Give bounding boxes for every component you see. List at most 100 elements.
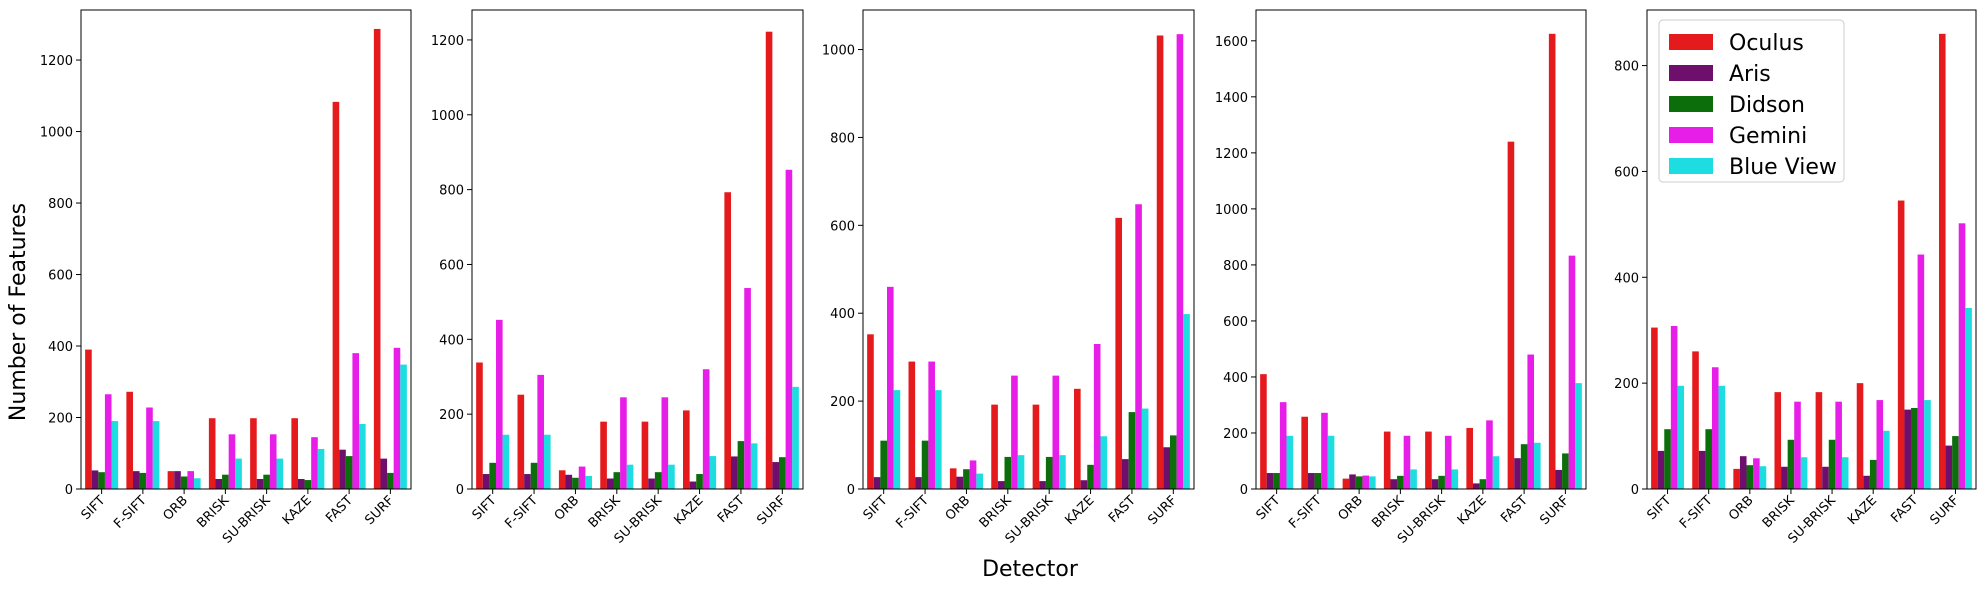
- x-tick-label: ORB: [552, 493, 583, 524]
- bar-oculus-f-sift: [908, 361, 916, 489]
- bar-blue-view-su-brisk: [1059, 455, 1066, 489]
- bar-oculus-fast: [1115, 217, 1123, 490]
- bar-aris-orb: [1349, 474, 1356, 489]
- bar-oculus-f-sift: [1692, 351, 1699, 489]
- bar-didson-kaze: [1479, 479, 1487, 489]
- bar-didson-f-sift: [1314, 473, 1322, 489]
- x-tick-label: BRISK: [977, 493, 1015, 531]
- bar-oculus-su-brisk: [1815, 392, 1823, 489]
- bar-oculus-f-sift: [126, 391, 133, 489]
- bar-oculus-sift: [1651, 327, 1658, 489]
- bar-didson-orb: [963, 469, 970, 489]
- bar-blue-view-orb: [1759, 466, 1767, 489]
- legend-label-gemini: Gemini: [1729, 124, 1807, 149]
- bar-oculus-kaze: [291, 418, 298, 489]
- x-tick-label: F-SIFT: [502, 493, 541, 532]
- x-tick-label: ORB: [1726, 493, 1757, 524]
- bar-oculus-surf: [1938, 33, 1946, 489]
- bar-aris-brisk: [997, 481, 1005, 489]
- x-tick-label: F-SIFT: [111, 493, 150, 532]
- bar-gemini-surf: [1568, 255, 1576, 489]
- bar-oculus-su-brisk: [1032, 404, 1040, 489]
- bar-blue-view-kaze: [1492, 456, 1500, 489]
- y-tick-label: 800: [1614, 60, 1639, 75]
- x-tick-label: SIFT: [470, 493, 500, 523]
- bar-didson-surf: [1562, 453, 1569, 489]
- y-tick-label: 1400: [1215, 91, 1248, 106]
- bar-oculus-f-sift: [517, 394, 525, 489]
- bar-aris-orb: [1739, 456, 1747, 489]
- y-tick-label: 0: [456, 483, 464, 498]
- bar-gemini-fast: [1917, 254, 1925, 489]
- bar-didson-brisk: [1397, 475, 1404, 489]
- bar-didson-su-brisk: [1828, 439, 1836, 489]
- bar-didson-su-brisk: [654, 472, 662, 489]
- y-tick-label: 600: [1614, 165, 1639, 180]
- bar-didson-sift: [1273, 473, 1280, 489]
- bar-aris-kaze: [1472, 483, 1480, 489]
- y-tick-label: 600: [48, 269, 73, 284]
- bar-gemini-su-brisk: [661, 397, 669, 489]
- bar-didson-sift: [98, 472, 105, 489]
- bar-gemini-surf: [393, 347, 401, 489]
- x-tick-label: KAZE: [280, 493, 315, 528]
- bar-aris-sift: [1657, 450, 1665, 489]
- x-tick-label: BRISK: [1760, 493, 1798, 531]
- x-tick-label: SURF: [1145, 493, 1180, 528]
- bar-gemini-sift: [496, 319, 503, 489]
- bar-blue-view-sift: [1286, 435, 1294, 489]
- x-axis-label: Detector: [982, 557, 1079, 582]
- bar-didson-brisk: [1004, 456, 1012, 489]
- bar-gemini-sift: [887, 286, 894, 489]
- bar-aris-orb: [956, 476, 964, 489]
- y-axis-label: Number of Features: [6, 203, 31, 421]
- x-tick-label: KAZE: [1455, 493, 1490, 528]
- bar-blue-view-brisk: [1410, 469, 1417, 489]
- bar-oculus-fast: [724, 192, 732, 490]
- bar-didson-kaze: [696, 474, 703, 489]
- bar-aris-brisk: [606, 478, 614, 489]
- bar-oculus-su-brisk: [641, 421, 649, 489]
- bar-blue-view-brisk: [1017, 455, 1025, 489]
- bar-oculus-surf: [1548, 33, 1556, 490]
- bar-didson-brisk: [1787, 439, 1795, 489]
- bar-didson-sift: [489, 462, 496, 489]
- bar-gemini-su-brisk: [1444, 435, 1452, 489]
- bar-didson-brisk: [613, 472, 621, 489]
- x-tick-label: SIFT: [861, 493, 891, 523]
- bar-gemini-sift: [1279, 402, 1287, 489]
- bar-gemini-brisk: [1403, 435, 1411, 489]
- bar-blue-view-su-brisk: [668, 464, 675, 489]
- x-tick-label: BRISK: [586, 493, 624, 531]
- y-tick-label: 800: [439, 184, 464, 199]
- bar-aris-su-brisk: [1039, 481, 1046, 489]
- y-tick-label: 1200: [431, 34, 464, 49]
- bar-didson-orb: [180, 476, 188, 489]
- bar-blue-view-f-sift: [543, 434, 551, 489]
- x-tick-label: SURF: [754, 493, 789, 528]
- bar-aris-f-sift: [1307, 473, 1315, 489]
- bar-oculus-surf: [373, 28, 381, 489]
- bar-oculus-kaze: [1466, 427, 1473, 489]
- y-tick-label: 0: [1631, 483, 1639, 498]
- axes-frame: [80, 9, 412, 490]
- bar-aris-f-sift: [524, 474, 531, 489]
- x-tick-label: ORB: [160, 493, 191, 524]
- bar-oculus-sift: [1260, 374, 1267, 489]
- bar-gemini-f-sift: [146, 407, 153, 489]
- bar-aris-brisk: [215, 478, 223, 489]
- x-tick-label: FAST: [1888, 493, 1921, 526]
- y-tick-label: 400: [48, 340, 73, 355]
- bar-aris-f-sift: [132, 471, 140, 489]
- bar-didson-surf: [1952, 436, 1959, 489]
- bar-gemini-brisk: [1794, 401, 1801, 489]
- bar-aris-fast: [1122, 459, 1129, 489]
- bar-oculus-brisk: [1774, 392, 1782, 489]
- legend-label-oculus: Oculus: [1729, 31, 1804, 56]
- bar-blue-view-orb: [1369, 476, 1376, 489]
- y-tick-label: 1200: [1215, 147, 1248, 162]
- bar-aris-kaze: [297, 478, 305, 489]
- bar-blue-view-sift: [893, 390, 901, 489]
